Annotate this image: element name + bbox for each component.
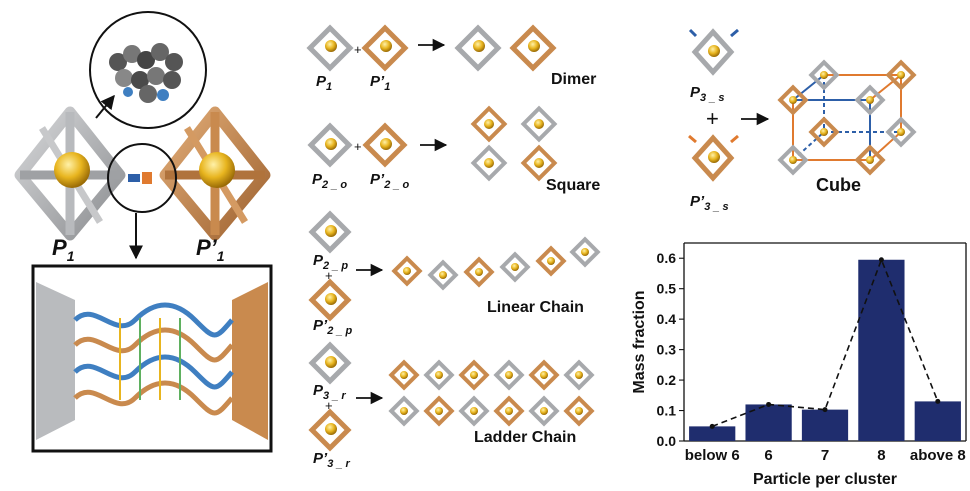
p1-label-sub: 1 — [67, 248, 75, 264]
row-square-left-label: P2 _ o — [312, 171, 347, 191]
row-dimer-right-label: P’1 — [370, 73, 390, 93]
y-tick-label: 0.0 — [657, 433, 677, 449]
row-ladder-left-sub: 3 _ r — [323, 390, 346, 402]
y-tick-label: 0.4 — [657, 311, 677, 327]
y-tick-label: 0.5 — [657, 281, 677, 297]
chart-y-ticks: 0.0 0.1 0.2 0.3 0.4 0.5 0.6 — [657, 250, 684, 449]
bar-above-8 — [914, 401, 961, 441]
row-linear-right-sub: 2 _ p — [326, 325, 352, 337]
x-tick-label: 8 — [877, 447, 885, 464]
data-point — [822, 407, 828, 413]
x-tick-label: 6 — [764, 447, 772, 464]
row-square-plus: + — [354, 139, 362, 154]
square-assembly — [470, 105, 558, 182]
x-tick-label: above 8 — [910, 447, 966, 464]
row-ladder-right-main: P’ — [313, 450, 328, 467]
chart-x-ticks: below 6 6 7 8 above 8 — [685, 447, 966, 464]
zoom-arrow-up — [95, 94, 115, 119]
row-ladder-product: Ladder Chain — [474, 429, 576, 446]
assembly-schemes: + P1 P’1 Dimer + — [306, 24, 601, 470]
dna-strands — [36, 282, 268, 440]
row-cube-right-main: P’ — [690, 193, 705, 210]
row-linear-left-label: P2 _ p — [313, 252, 348, 272]
row-cube-right-label: P’3 _ s — [690, 193, 729, 213]
row-cube-left-label: P3 _ s — [690, 84, 724, 104]
y-tick-label: 0.1 — [657, 403, 677, 419]
row-linear-plus: + — [325, 268, 333, 283]
cube-assembly — [777, 59, 917, 176]
x-tick-label: below 6 — [685, 447, 740, 464]
data-point — [878, 257, 884, 263]
p1-label: P1 — [52, 235, 75, 264]
bar-7 — [801, 409, 849, 441]
row-linear-right-main: P’ — [313, 317, 328, 334]
row-square-right-label: P’2 _ o — [370, 171, 410, 191]
row-dimer-plus: + — [354, 42, 362, 57]
data-point — [709, 423, 715, 429]
row-square: + P2 _ o P’2 _ o Square — [307, 105, 600, 194]
row-ladder-plus: + — [325, 398, 333, 413]
row-dimer: + P1 P’1 Dimer — [306, 24, 596, 93]
row-square-right-sub: 2 _ o — [383, 179, 409, 191]
particle-p1prime-large — [159, 106, 271, 241]
row-dimer-product: Dimer — [551, 71, 596, 88]
chart-bars — [689, 259, 961, 441]
row-cube-product: Cube — [816, 175, 861, 195]
row-dimer-right-main: P’ — [370, 73, 385, 90]
linear-chain-assembly — [391, 236, 601, 291]
row-linear-chain: P2 _ p + P’2 _ p Linear Chain — [308, 210, 601, 337]
chart-x-label: Particle per cluster — [753, 471, 897, 488]
linker-blue — [128, 174, 140, 182]
row-ladder-chain: P3 _ r + P’3 _ r — [308, 341, 595, 470]
bar-8 — [858, 259, 905, 441]
chart-y-label: Mass fraction — [631, 290, 648, 393]
row-cube-left-sub: 3 _ s — [700, 92, 724, 104]
row-dimer-right-sub: 1 — [384, 81, 390, 93]
row-ladder-left-main: P — [313, 382, 324, 399]
p1prime-label-sub: 1 — [217, 248, 225, 264]
row-linear-right-label: P’2 _ p — [313, 317, 353, 337]
left-panel: P1 P’1 — [14, 11, 273, 453]
data-point — [766, 401, 772, 407]
chart-points — [709, 257, 941, 429]
chart-trend-line — [711, 257, 939, 428]
row-ladder-left-label: P3 _ r — [313, 382, 346, 402]
y-tick-label: 0.2 — [657, 372, 677, 388]
row-linear-left-sub: 2 _ p — [322, 260, 348, 272]
row-dimer-left-sub: 1 — [326, 81, 332, 93]
y-tick-label: 0.6 — [657, 250, 677, 266]
p1prime-label-main: P’ — [196, 235, 218, 260]
row-square-right-main: P’ — [370, 171, 385, 188]
row-cube-right-sub: 3 _ s — [704, 201, 728, 213]
x-tick-label: 7 — [821, 447, 829, 464]
row-cube: P3 _ s + P’3 _ s — [688, 28, 917, 213]
row-dimer-left-main: P — [316, 73, 327, 90]
row-ladder-right-label: P’3 _ r — [313, 450, 351, 470]
row-square-left-sub: 2 _ o — [321, 179, 347, 191]
data-point — [935, 398, 941, 404]
ladder-chain-assembly — [388, 359, 595, 427]
row-dimer-left-label: P1 — [316, 73, 332, 93]
helix-bundle-cross-section-icon — [109, 43, 183, 103]
row-linear-left-main: P — [313, 252, 324, 269]
cross-section-inset — [89, 11, 207, 129]
row-square-left-main: P — [312, 171, 323, 188]
row-ladder-right-sub: 3 _ r — [327, 458, 350, 470]
mass-fraction-chart: 0.00.10.20.30.40.50.6 below 6 6 7 8 above 8 … — [631, 242, 967, 488]
particle-p1-large — [14, 106, 126, 241]
row-cube-plus: + — [706, 106, 719, 131]
row-linear-product: Linear Chain — [487, 299, 584, 316]
p1prime-label: P’1 — [196, 235, 225, 264]
y-tick-label: 0.3 — [657, 342, 677, 358]
row-cube-left-main: P — [690, 84, 701, 101]
bar-below-6 — [689, 426, 736, 441]
row-square-product: Square — [546, 177, 600, 194]
linker-orange — [142, 172, 152, 184]
p1-label-main: P — [52, 235, 67, 260]
linker-highlight-circle — [107, 143, 177, 213]
